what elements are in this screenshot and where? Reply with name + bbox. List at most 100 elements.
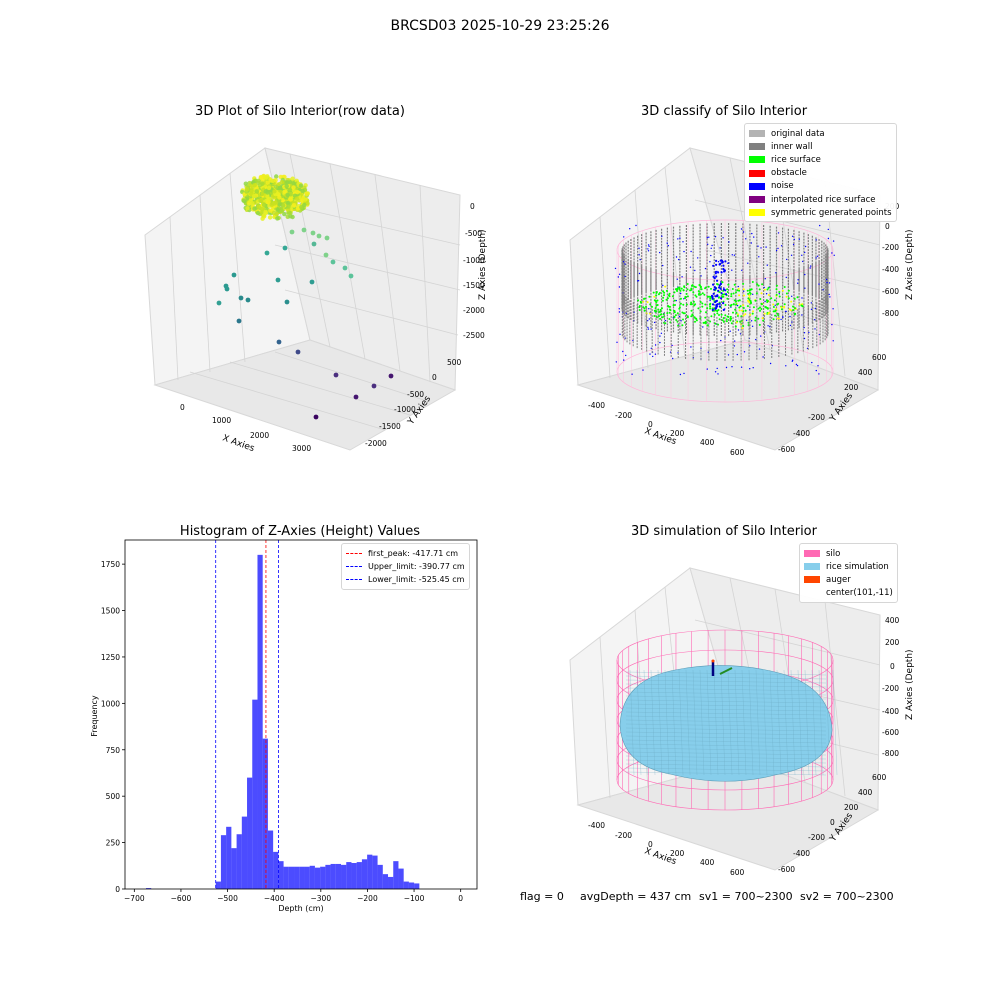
classify-rice-surface-point [684,295,687,298]
classify-symmetric-point [653,295,656,298]
histogram-bar [382,874,389,889]
auger-marker [719,667,733,675]
classify-noise-point [831,252,833,254]
classify-rice-surface-point [732,292,735,295]
classify-symmetric-point [747,299,749,302]
classify-symmetric-point [742,314,745,317]
raw-data-point [305,201,310,206]
classify-rice-surface-point [663,291,666,294]
raw-data-point [270,195,275,200]
classify-rice-surface-point [676,288,679,290]
histogram-bar [320,866,326,889]
classify-noise-point [716,303,719,306]
classify-noise-point [765,246,767,248]
raw-data-point [290,176,295,181]
classify-noise-point [672,357,674,360]
classify-rice-surface-point [655,294,658,297]
classify-rice-surface-point [653,309,656,312]
histogram-bar [283,866,289,889]
classify-xtick: 600 [730,448,745,457]
raw-data-point [266,185,272,191]
classify-noise-point [815,257,817,259]
raw-data-point [264,250,270,256]
simulation-xtick: -200 [615,831,632,840]
simulation-ytick: 400 [858,788,873,797]
classify-legend-item: inner wall [749,140,892,153]
rice-mesh-line [625,731,827,736]
classify-rice-surface-point [783,303,786,306]
classify-rice-surface-point [742,282,745,285]
legend-label: inner wall [771,141,813,152]
histogram-y-tick-label: 1000 [101,699,120,708]
raw-data-point [245,297,251,303]
raw-data-point [302,197,308,202]
classify-noise-point [727,354,730,356]
classify-noise-point [731,254,733,256]
classify-symmetric-point [781,289,784,292]
classify-symmetric-point [646,301,649,304]
classify-noise-point [791,321,793,323]
rice-mesh-line [625,695,827,700]
classify-noise-point [789,315,791,318]
classify-noise-point [659,251,661,254]
histogram-bar [247,777,253,889]
classify-noise-point [715,275,718,278]
classify-rice-surface-point [690,301,693,304]
classify-rice-surface-point [699,293,702,296]
classify-noise-point [724,293,728,296]
classify-rice-surface-point [757,284,760,287]
classify-noise-point [801,297,803,299]
classify-noise-point [706,368,708,370]
simulation-ztick: 400 [885,616,900,625]
classify-rice-surface-point [759,309,761,312]
simulation-ztick: -200 [882,684,899,693]
classify-rice-surface-point [766,288,769,291]
classify-noise-point [765,293,768,295]
classify-rice-surface-point [757,317,760,320]
classify-rice-surface-point [693,285,696,288]
classify-rice-surface-point [706,295,709,298]
classify-noise-point [750,320,753,322]
classify-noise-point [650,347,652,349]
raw-xtick: 0 [180,403,185,412]
classify-rice-surface-point [679,302,682,305]
classify-symmetric-point [642,300,645,303]
classify-noise-point [802,260,804,263]
classify-ytick: -200 [808,413,825,422]
raw-data-point [330,259,336,265]
classify-rice-surface-point [665,298,668,301]
classify-noise-point [717,271,720,274]
histogram-bar [231,848,237,889]
classify-noise-point [741,269,743,271]
classify-noise-point [791,235,794,237]
classify-rice-surface-point [760,308,763,310]
simulation-xtick: 600 [730,868,745,877]
rice-mesh-line [748,669,754,776]
classify-noise-point [724,289,727,292]
rice-mesh-line [625,763,827,768]
raw-data-point [291,181,296,186]
classify-rice-surface-point [778,295,781,298]
classify-noise-point [714,235,717,238]
classify-rice-surface-point [730,293,733,295]
raw-data-point [388,373,394,379]
raw-zlabel: Z Axies (Depth) [478,229,488,300]
histogram-bar [252,699,258,889]
classify-rice-surface-point [659,291,661,294]
classify-rice-surface-point [695,295,698,298]
classify-rice-surface-point [750,301,752,304]
rice-mesh-line [762,669,768,776]
rice-mesh-line [699,669,705,776]
classify-noise-point [782,316,784,318]
classify-rice-surface-point [704,286,707,289]
classify-noise-point [751,325,754,327]
classify-noise-point [681,276,683,278]
classify-noise-point [724,260,727,263]
classify-rice-surface-point [666,312,669,315]
rice-mesh-line [706,669,712,776]
classify-rice-surface-point [710,315,713,318]
histogram-ylabel: Frequency [90,695,99,737]
simulation-xtick: -400 [588,821,605,830]
classify-noise-point [710,247,712,249]
classify-noise-point [775,249,778,252]
